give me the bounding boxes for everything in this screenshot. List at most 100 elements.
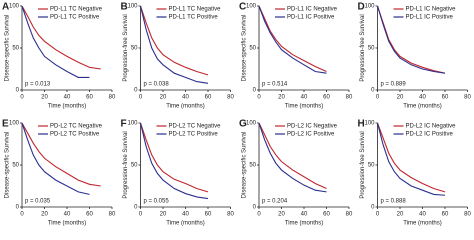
survival-curve (376, 5, 446, 74)
survival-curve (21, 5, 101, 70)
y-tick-label: 50 (131, 46, 138, 52)
y-tick-label: 50 (249, 163, 256, 169)
y-tick-label: 50 (368, 46, 375, 52)
p-value: p = 0.038 (144, 82, 170, 88)
x-tick-label: 80 (464, 212, 471, 218)
x-axis-label: Time (months) (403, 104, 441, 110)
survival-curve (258, 122, 327, 190)
legend-label: PD-L1 TC Positive (169, 15, 219, 21)
y-tick-label: 0 (134, 88, 138, 94)
y-tick-label: 100 (246, 4, 257, 10)
y-axis-label: Progression-free Survival (360, 131, 366, 198)
y-tick-label: 0 (16, 88, 20, 94)
survival-curve (258, 5, 327, 73)
x-tick-label: 80 (464, 95, 471, 101)
y-tick-label: 50 (12, 46, 19, 52)
x-tick-label: 60 (323, 212, 330, 218)
y-tick-label: 50 (368, 163, 375, 169)
survival-curve (21, 5, 90, 78)
y-axis-label: Disease-specific Survival (5, 132, 11, 199)
y-axis-label: Progression-free Survival (123, 14, 129, 81)
legend-label: PD-L1 IC Positive (287, 15, 335, 21)
p-value: p = 0.889 (381, 82, 407, 88)
x-tick-label: 20 (160, 212, 167, 218)
legend-label: PD-L2 TC Negative (50, 124, 103, 130)
y-tick-label: 100 (364, 4, 375, 10)
x-tick-label: 0 (20, 95, 24, 101)
y-tick-label: 100 (127, 4, 138, 10)
x-tick-label: 60 (205, 95, 212, 101)
y-axis-label: Disease-specific Survival (242, 15, 248, 82)
x-tick-label: 0 (20, 212, 24, 218)
y-axis-label: Progression-free Survival (360, 14, 366, 81)
figure: A 0 50 100 0 20 40 60 80 Time (months) Disease-spe… (2, 2, 471, 227)
survival-curve (258, 122, 327, 193)
x-tick-label: 0 (257, 95, 261, 101)
panel-label: B (121, 2, 128, 13)
y-tick-label: 100 (364, 121, 375, 127)
survival-curve (376, 122, 446, 196)
legend-label: PD-L2 TC Negative (169, 124, 222, 130)
y-axis-label: Progression-free Survival (123, 131, 129, 198)
y-tick-label: 0 (16, 205, 20, 211)
x-tick-label: 40 (182, 95, 189, 101)
survival-curve (139, 122, 209, 193)
x-tick-label: 20 (397, 212, 404, 218)
y-tick-label: 50 (131, 163, 138, 169)
x-axis-label: Time (months) (166, 104, 204, 110)
x-tick-label: 40 (301, 212, 308, 218)
legend-label: PD-L2 IC Positive (406, 132, 454, 138)
x-tick-label: 40 (182, 212, 189, 218)
legend-label: PD-L1 IC Negative (406, 7, 457, 13)
survival-curve (139, 122, 209, 200)
panel-label: H (358, 119, 365, 130)
x-tick-label: 40 (64, 212, 71, 218)
y-tick-label: 0 (371, 205, 375, 211)
legend-label: PD-L1 IC Negative (287, 7, 338, 13)
x-tick-label: 0 (376, 95, 380, 101)
x-tick-label: 80 (346, 95, 353, 101)
x-tick-label: 60 (86, 212, 93, 218)
x-tick-label: 0 (376, 212, 380, 218)
y-tick-label: 50 (249, 46, 256, 52)
y-axis-label: Disease-specific Survival (5, 15, 11, 82)
survival-curve (258, 5, 327, 74)
x-tick-label: 20 (160, 95, 167, 101)
panel-label: C (239, 2, 246, 13)
x-tick-label: 60 (442, 95, 449, 101)
survival-curve (139, 5, 209, 84)
x-axis-label: Time (months) (166, 221, 204, 227)
legend-label: PD-L1 IC Positive (406, 15, 454, 21)
legend-label: PD-L1 TC Positive (50, 15, 100, 21)
survival-curve (21, 122, 90, 195)
y-axis-label: Disease-specific Survival (242, 132, 248, 199)
x-tick-label: 20 (278, 212, 285, 218)
p-value: p = 0.013 (25, 82, 51, 88)
x-axis-label: Time (months) (48, 221, 86, 227)
legend-label: PD-L2 TC Positive (169, 132, 219, 138)
x-tick-label: 40 (419, 95, 426, 101)
x-axis-label: Time (months) (285, 221, 323, 227)
p-value: p = 0.055 (144, 199, 170, 205)
x-tick-label: 80 (227, 212, 234, 218)
panel-label: G (239, 119, 247, 130)
x-tick-label: 40 (64, 95, 71, 101)
x-tick-label: 20 (41, 212, 48, 218)
y-tick-label: 0 (253, 205, 257, 211)
y-tick-label: 0 (134, 205, 138, 211)
x-tick-label: 40 (301, 95, 308, 101)
survival-curve (139, 5, 209, 76)
x-tick-label: 60 (442, 212, 449, 218)
x-axis-label: Time (months) (403, 221, 441, 227)
x-tick-label: 40 (419, 212, 426, 218)
p-value: p = 0.514 (262, 82, 288, 88)
x-tick-label: 0 (139, 212, 143, 218)
survival-curve (376, 122, 446, 193)
y-tick-label: 100 (9, 121, 20, 127)
x-tick-label: 20 (41, 95, 48, 101)
x-tick-label: 60 (86, 95, 93, 101)
x-tick-label: 80 (346, 212, 353, 218)
legend-label: PD-L2 IC Negative (287, 124, 338, 130)
panel-label: A (2, 2, 9, 13)
survival-curve (21, 122, 101, 187)
